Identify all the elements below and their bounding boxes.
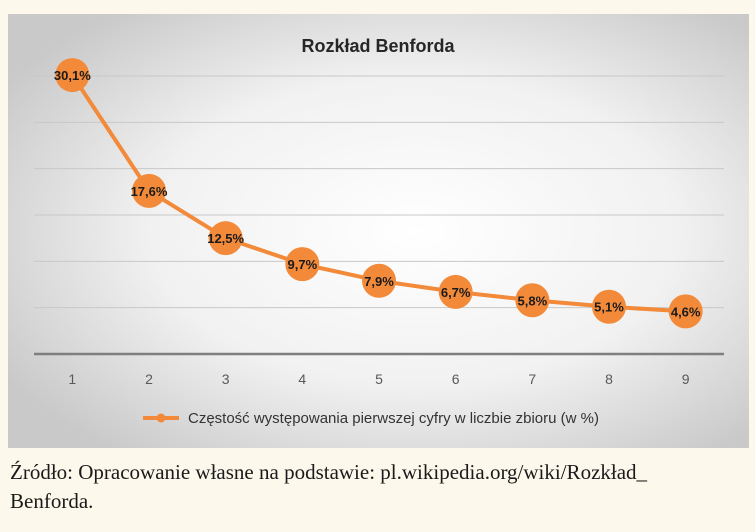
data-point-marker [515, 283, 550, 318]
chart-title: Rozkład Benforda [301, 36, 455, 56]
benford-line-chart: Rozkład Benforda 1 2 3 4 5 6 7 8 9 30,1% 17,6% 12,… [8, 14, 749, 448]
data-label: 4,6% [671, 304, 701, 319]
data-label: 30,1% [54, 68, 91, 83]
data-label: 6,7% [441, 285, 471, 300]
data-point-marker [55, 58, 90, 93]
grid-lines [34, 75, 724, 309]
legend-marker-swatch [156, 413, 166, 423]
caption-line-2: Benforda. [10, 489, 94, 513]
data-point-marker [362, 263, 396, 298]
data-label: 5,1% [594, 300, 624, 315]
data-label: 7,9% [364, 274, 394, 289]
data-point-marker [438, 274, 473, 309]
x-tick-label: 3 [222, 371, 230, 387]
data-label: 17,6% [131, 184, 168, 199]
data-point-marker [208, 221, 243, 256]
data-points: 30,1% 17,6% 12,5% 9,7% 7,9% 6,7% 5,8% 5,1% 4,6% [54, 58, 703, 329]
x-tick-label: 7 [528, 371, 536, 387]
x-tick-label: 1 [68, 371, 76, 387]
data-label: 12,5% [207, 231, 244, 246]
x-tick-label: 2 [145, 371, 153, 387]
legend-entry-label: Częstość występowania pierwszej cyfry w … [188, 410, 599, 427]
chart-frame: Rozkład Benforda 1 2 3 4 5 6 7 8 9 30,1% 17,6% 12,… [8, 14, 749, 448]
data-point-marker [285, 247, 320, 282]
caption-line-1: Źródło: Opracowanie własne na podstawie:… [10, 460, 648, 484]
legend: Częstość występowania pierwszej cyfry w … [143, 410, 599, 427]
x-tick-label: 9 [682, 371, 690, 387]
data-label: 5,8% [518, 293, 548, 308]
data-point-marker [132, 173, 166, 208]
x-tick-label: 5 [375, 371, 383, 387]
data-label: 9,7% [288, 257, 318, 272]
data-point-marker [668, 294, 703, 329]
chart-background [8, 14, 749, 448]
x-tick-label: 6 [452, 371, 460, 387]
x-tick-label: 4 [298, 371, 306, 387]
data-point-marker [592, 289, 626, 324]
x-axis: 1 2 3 4 5 6 7 8 9 [34, 352, 724, 387]
figure-source-caption: Źródło: Opracowanie własne na podstawie:… [10, 458, 750, 516]
x-tick-label: 8 [605, 371, 613, 387]
